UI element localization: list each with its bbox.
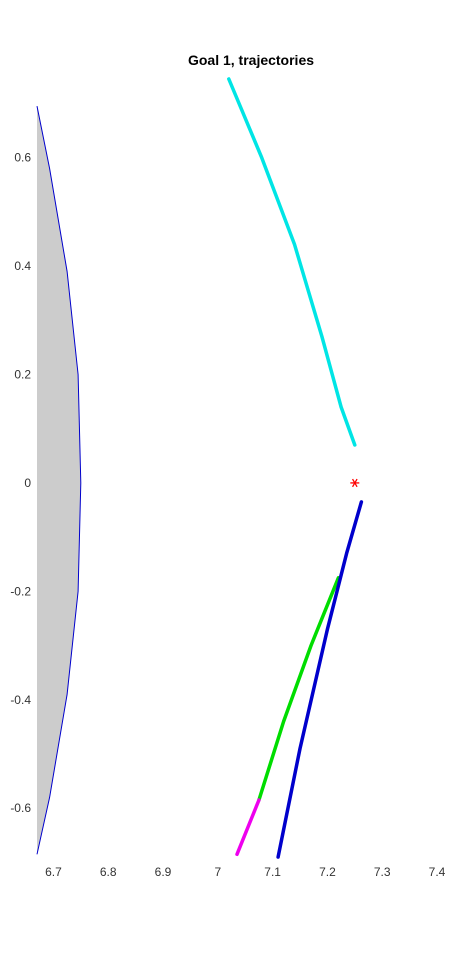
x-tick-label: 6.7 [45,865,62,879]
obstacle-layer [36,106,82,855]
x-tick-label: 6.8 [100,865,117,879]
x-tick-label: 6.9 [155,865,172,879]
x-tick-label: 7.2 [319,865,336,879]
goal-layer [350,478,360,488]
y-tick-label: 0 [24,476,31,490]
goal-marker [350,478,360,488]
y-tick-label: 0.4 [14,259,31,273]
x-tick-label: 7.4 [429,865,446,879]
trajectory-line-1 [227,77,357,447]
y-tick-label: -0.4 [10,693,31,707]
x-tick-label: 7.1 [264,865,281,879]
y-tick-label: 0.2 [14,367,31,381]
y-axis-ticks: 0.6 0.4 0.2 0 -0.2 -0.4 -0.6 [10,151,31,816]
y-tick-label: 0.6 [14,151,31,165]
chart-title: Goal 1, trajectories [188,52,314,68]
y-tick-label: -0.2 [10,584,31,598]
y-tick-label: -0.6 [10,801,31,815]
trajectory-line-3 [235,798,261,857]
series-layer [227,77,364,859]
x-tick-label: 7.3 [374,865,391,879]
trajectory-line-4 [276,500,364,859]
x-tick-label: 7 [214,865,221,879]
trajectory-line-2 [257,576,341,802]
x-axis-ticks: 6.7 6.8 6.9 7 7.1 7.2 7.3 7.4 [45,865,446,879]
obstacle-boundary [36,106,82,855]
